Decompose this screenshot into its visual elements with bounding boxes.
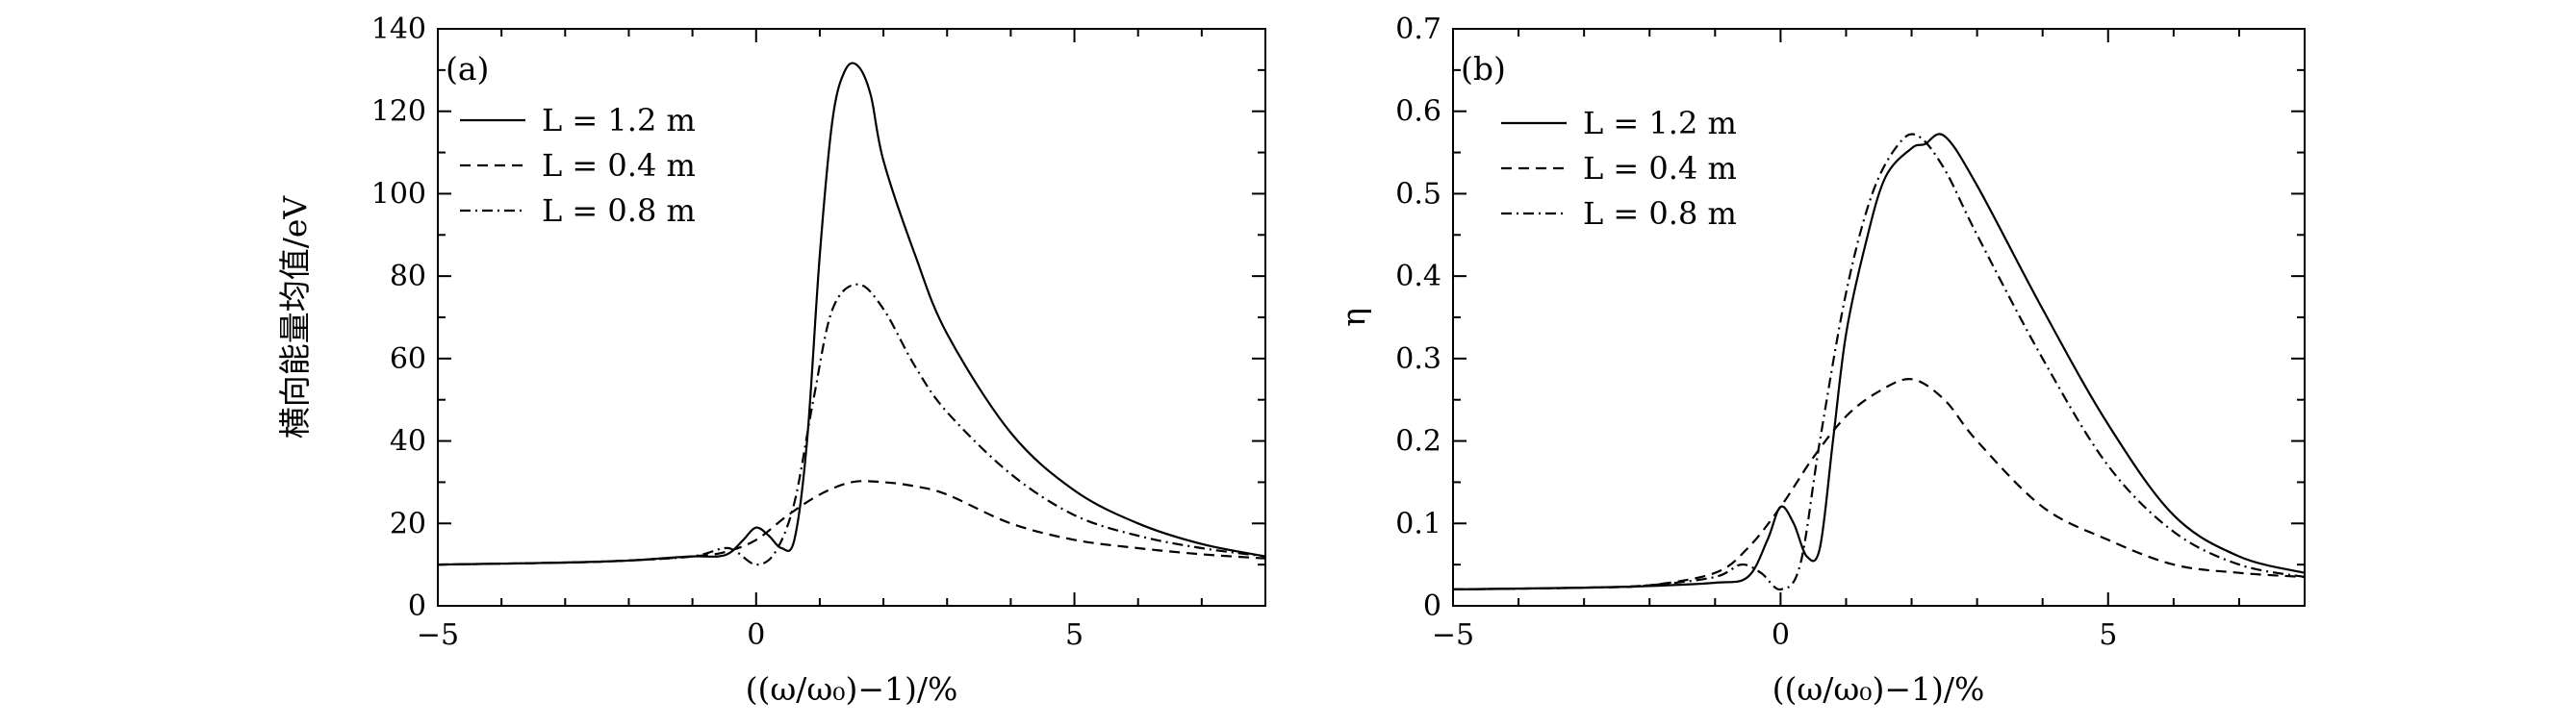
y-tick-label-a: 100 bbox=[371, 177, 426, 211]
y-axis-label-b: η bbox=[1335, 308, 1372, 327]
y-tick-label-a: 140 bbox=[371, 13, 426, 46]
panel-label-a: (a) bbox=[446, 50, 489, 88]
series-b bbox=[1452, 133, 2306, 591]
series-line-a-1 bbox=[437, 480, 1266, 566]
y-tick-label-b: 0.7 bbox=[1395, 13, 1441, 46]
panel-b: (b) ((ω/ω₀)−1)/% η −5 0 500.10.20.30.40.50… bbox=[1335, 13, 2306, 708]
y-tick-label-a: 80 bbox=[390, 260, 426, 293]
y-tick-label-b: 0.3 bbox=[1395, 342, 1441, 376]
y-tick-label-b: 0.2 bbox=[1395, 425, 1441, 459]
x-tick-label-a: 5 bbox=[1065, 618, 1084, 652]
y-tick-label-b: 0 bbox=[1423, 589, 1441, 623]
legend-entry-b-1: L = 0.4 m bbox=[1583, 150, 1737, 187]
y-tick-label-a: 0 bbox=[408, 589, 426, 623]
x-tick-label-a: −5 bbox=[417, 618, 459, 652]
legend-entry-a-1: L = 0.4 m bbox=[542, 147, 696, 184]
y-tick-label-b: 0.1 bbox=[1395, 507, 1441, 540]
y-tick-label-b: 0.4 bbox=[1395, 260, 1441, 293]
legend-a: L = 1.2 m L = 0.4 m L = 0.8 m bbox=[460, 102, 696, 229]
y-axis-label-a: 横向能量均值/eV bbox=[276, 195, 314, 439]
x-tick-label-b: 0 bbox=[1772, 618, 1790, 652]
x-axis-label-a: ((ω/ω₀)−1)/% bbox=[746, 670, 958, 708]
series-a bbox=[437, 62, 1266, 566]
series-line-a-2 bbox=[437, 283, 1266, 566]
y-tick-label-a: 60 bbox=[390, 342, 426, 376]
panel-label-b: (b) bbox=[1461, 50, 1506, 88]
ticks-b: −5 0 500.10.20.30.40.50.60.7 bbox=[1395, 13, 2306, 652]
y-tick-label-a: 20 bbox=[390, 507, 426, 540]
legend-entry-b-0: L = 1.2 m bbox=[1583, 105, 1737, 141]
series-line-b-0 bbox=[1452, 133, 2306, 590]
legend-b: L = 1.2 m L = 0.4 m L = 0.8 m bbox=[1501, 105, 1737, 232]
y-tick-label-a: 40 bbox=[390, 425, 426, 459]
panel-a: (a) ((ω/ω₀)−1)/% 横向能量均值/eV −5 0 5020406080… bbox=[276, 13, 1266, 708]
x-tick-label-b: 5 bbox=[2099, 618, 2117, 652]
x-tick-label-b: −5 bbox=[1432, 618, 1474, 652]
y-tick-label-a: 120 bbox=[371, 95, 426, 129]
x-tick-label-a: 0 bbox=[747, 618, 765, 652]
x-axis-label-b: ((ω/ω₀)−1)/% bbox=[1773, 670, 1985, 708]
y-tick-label-b: 0.6 bbox=[1395, 95, 1441, 129]
y-tick-label-b: 0.5 bbox=[1395, 177, 1441, 211]
series-line-b-1 bbox=[1452, 378, 2306, 590]
series-line-b-2 bbox=[1452, 133, 2306, 591]
legend-entry-a-2: L = 0.8 m bbox=[542, 192, 696, 229]
legend-entry-a-0: L = 1.2 m bbox=[542, 102, 696, 138]
series-line-a-0 bbox=[437, 62, 1266, 566]
legend-entry-b-2: L = 0.8 m bbox=[1583, 195, 1737, 232]
